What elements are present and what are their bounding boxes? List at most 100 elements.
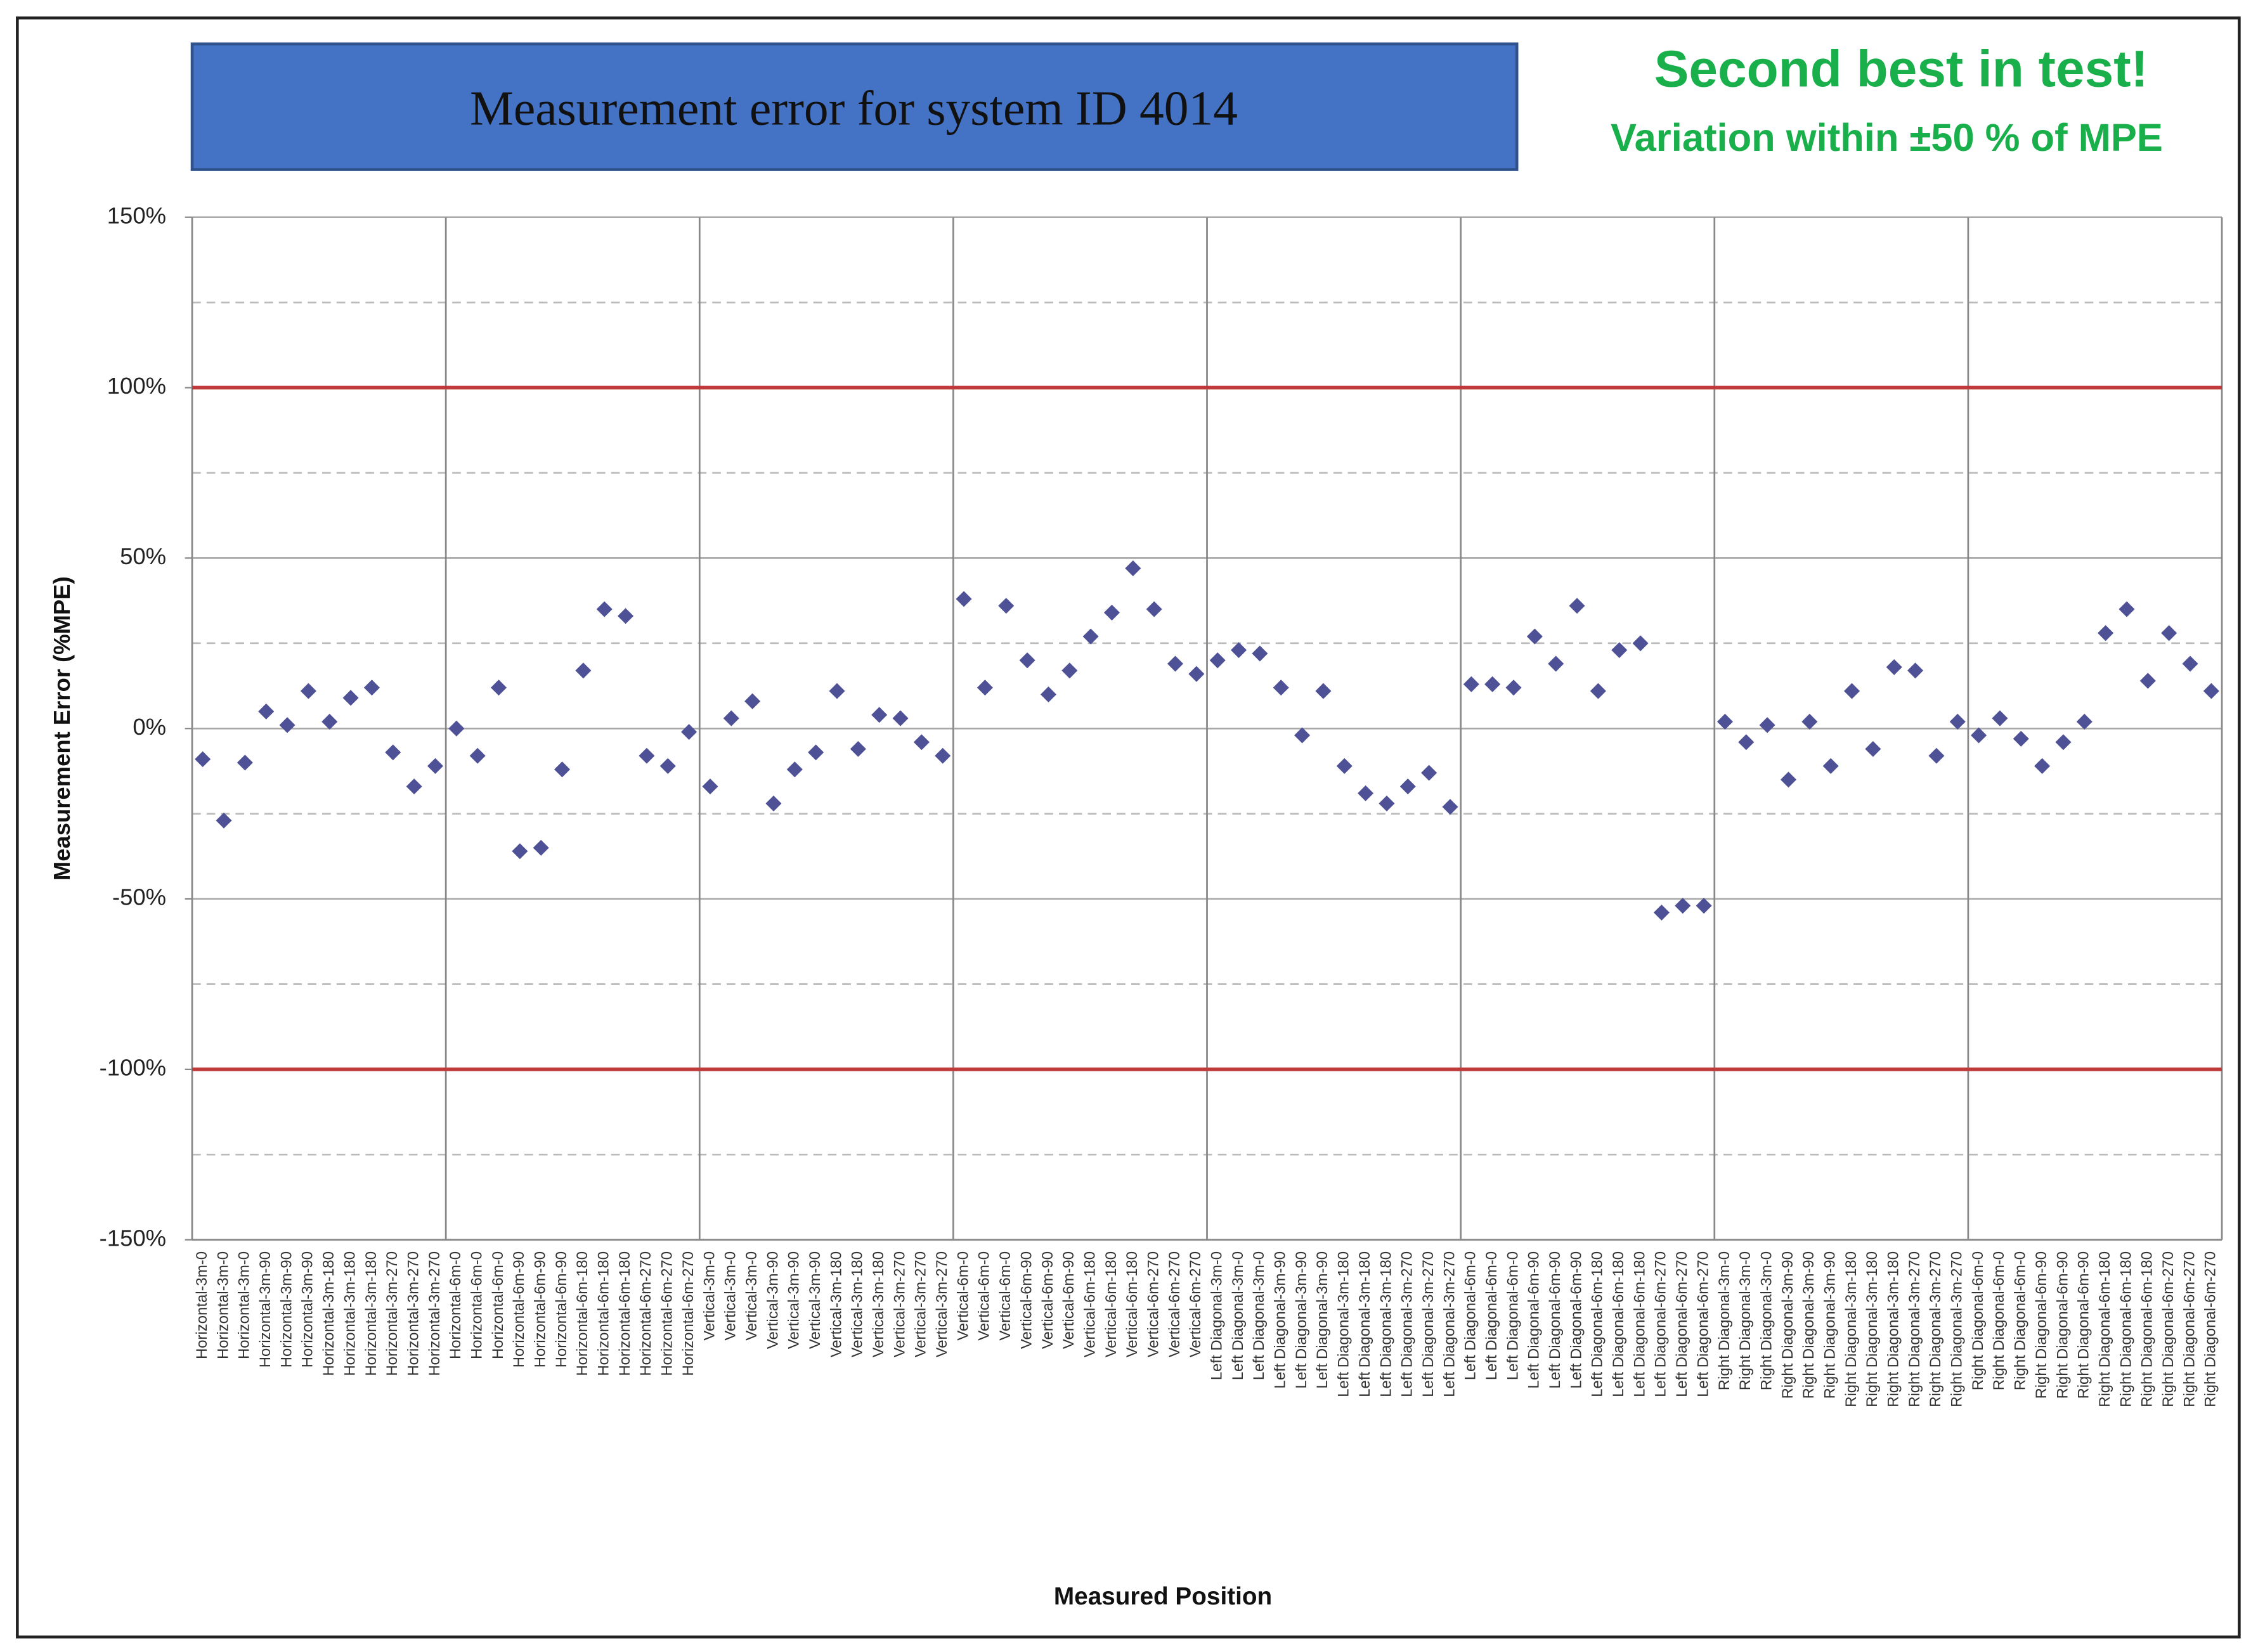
x-tick-label: Right Diagonal-6m-0	[2012, 1251, 2029, 1390]
title-box	[190, 42, 1519, 171]
x-tick-label: Vertical-6m-90	[1018, 1251, 1035, 1349]
point	[808, 744, 824, 761]
point	[702, 778, 718, 795]
point	[1907, 662, 1924, 679]
point	[1865, 740, 1881, 758]
point	[659, 758, 676, 774]
x-tick-label: Vertical-6m-270	[1145, 1251, 1162, 1357]
point	[1801, 713, 1818, 730]
x-tick-label: Horizontal-6m-0	[468, 1251, 485, 1359]
point	[1526, 628, 1543, 645]
x-tick-label: Right Diagonal-3m-180	[1885, 1251, 1902, 1407]
x-tick-label: Horizontal-3m-90	[299, 1251, 316, 1367]
x-tick-label: Right Diagonal-6m-90	[2075, 1251, 2093, 1399]
point	[1336, 758, 1353, 774]
point	[1294, 727, 1311, 744]
x-tick-label: Horizontal-3m-180	[363, 1251, 380, 1376]
point	[2098, 625, 2114, 642]
x-tick-label: Right Diagonal-6m-180	[2117, 1251, 2134, 1407]
x-tick-label: Right Diagonal-6m-180	[2139, 1251, 2156, 1407]
point	[1421, 765, 1437, 781]
point	[1379, 795, 1395, 812]
point	[1209, 652, 1226, 669]
point	[1463, 676, 1479, 692]
point	[1167, 655, 1184, 672]
annotation: Second best in test!	[1654, 41, 2148, 98]
point	[956, 591, 972, 607]
x-tick-label: Vertical-6m-0	[997, 1251, 1014, 1341]
x-axis-label: Measured Position	[1054, 1583, 1272, 1610]
point	[723, 710, 739, 726]
x-tick-label: Horizontal-6m-270	[637, 1251, 654, 1376]
y-tick-label: 100%	[107, 373, 166, 399]
point	[998, 598, 1015, 614]
x-tick-label: Right Diagonal-6m-270	[2160, 1251, 2177, 1407]
point	[1886, 659, 1902, 675]
point	[2139, 673, 2156, 689]
point	[2013, 730, 2029, 747]
x-tick-label: Left Diagonal-6m-180	[1631, 1251, 1648, 1397]
y-tick-label: 0%	[133, 714, 166, 740]
x-tick-label: Left Diagonal-6m-90	[1567, 1251, 1585, 1389]
point	[258, 703, 275, 720]
x-tick-label: Horizontal-6m-180	[595, 1251, 613, 1376]
y-tick-label: -150%	[100, 1225, 166, 1251]
point	[765, 795, 782, 812]
x-tick-label: Left Diagonal-6m-180	[1589, 1251, 1606, 1397]
x-tick-label: Right Diagonal-3m-180	[1843, 1251, 1860, 1407]
point	[1040, 686, 1056, 702]
point	[1759, 717, 1775, 733]
point	[1949, 713, 1966, 730]
point	[618, 608, 634, 624]
point	[850, 740, 866, 758]
x-tick-label: Right Diagonal-3m-0	[1716, 1251, 1733, 1390]
x-tick-label: Right Diagonal-3m-90	[1779, 1251, 1796, 1399]
point	[1843, 683, 1860, 699]
point	[871, 707, 888, 723]
x-tick-label: Horizontal-6m-90	[532, 1251, 549, 1367]
x-tick-label: Vertical-6m-90	[1060, 1251, 1077, 1349]
x-tick-label: Left Diagonal-3m-270	[1399, 1251, 1416, 1397]
x-tick-label: Vertical-3m-270	[891, 1251, 908, 1357]
point	[1992, 710, 2008, 726]
point	[1019, 652, 1035, 669]
x-tick-label: Left Diagonal-6m-180	[1610, 1251, 1627, 1397]
x-tick-label: Vertical-3m-180	[870, 1251, 887, 1357]
point	[1231, 642, 1247, 659]
x-tick-label: Horizontal-6m-180	[616, 1251, 633, 1376]
point	[829, 683, 845, 699]
x-tick-label: Right Diagonal-3m-0	[1758, 1251, 1775, 1390]
point	[279, 717, 295, 733]
x-tick-label: Horizontal-3m-0	[193, 1251, 211, 1359]
x-tick-label: Horizontal-3m-90	[257, 1251, 274, 1367]
point	[2076, 713, 2093, 730]
chart-title: Measurement error for system ID 4014	[470, 81, 1238, 135]
x-tick-label: Right Diagonal-3m-90	[1821, 1251, 1838, 1399]
x-tick-label: Left Diagonal-3m-180	[1335, 1251, 1353, 1397]
point	[300, 683, 316, 699]
x-tick-label: Vertical-3m-0	[722, 1251, 739, 1341]
x-tick-label: Vertical-6m-270	[1166, 1251, 1183, 1357]
x-tick-label: Horizontal-3m-270	[384, 1251, 401, 1376]
x-tick-label: Left Diagonal-6m-270	[1673, 1251, 1690, 1397]
x-tick-label: Vertical-3m-90	[807, 1251, 824, 1349]
point	[1273, 680, 1289, 696]
x-tick-label: Left Diagonal-3m-90	[1272, 1251, 1289, 1389]
point	[237, 754, 253, 771]
point	[1738, 734, 1755, 751]
x-tick-label: Vertical-6m-180	[1124, 1251, 1141, 1357]
x-tick-label: Right Diagonal-3m-0	[1737, 1251, 1754, 1390]
point	[639, 747, 655, 764]
point	[469, 747, 486, 764]
y-tick-label: 50%	[120, 543, 166, 569]
x-tick-label: Left Diagonal-6m-270	[1652, 1251, 1670, 1397]
y-tick-label: -100%	[100, 1055, 166, 1081]
point	[1822, 758, 1839, 774]
x-tick-label: Horizontal-3m-180	[341, 1251, 358, 1376]
point	[681, 724, 698, 740]
point	[1928, 747, 1945, 764]
x-tick-label: Left Diagonal-6m-270	[1694, 1251, 1711, 1397]
x-tick-label: Right Diagonal-6m-90	[2033, 1251, 2050, 1399]
